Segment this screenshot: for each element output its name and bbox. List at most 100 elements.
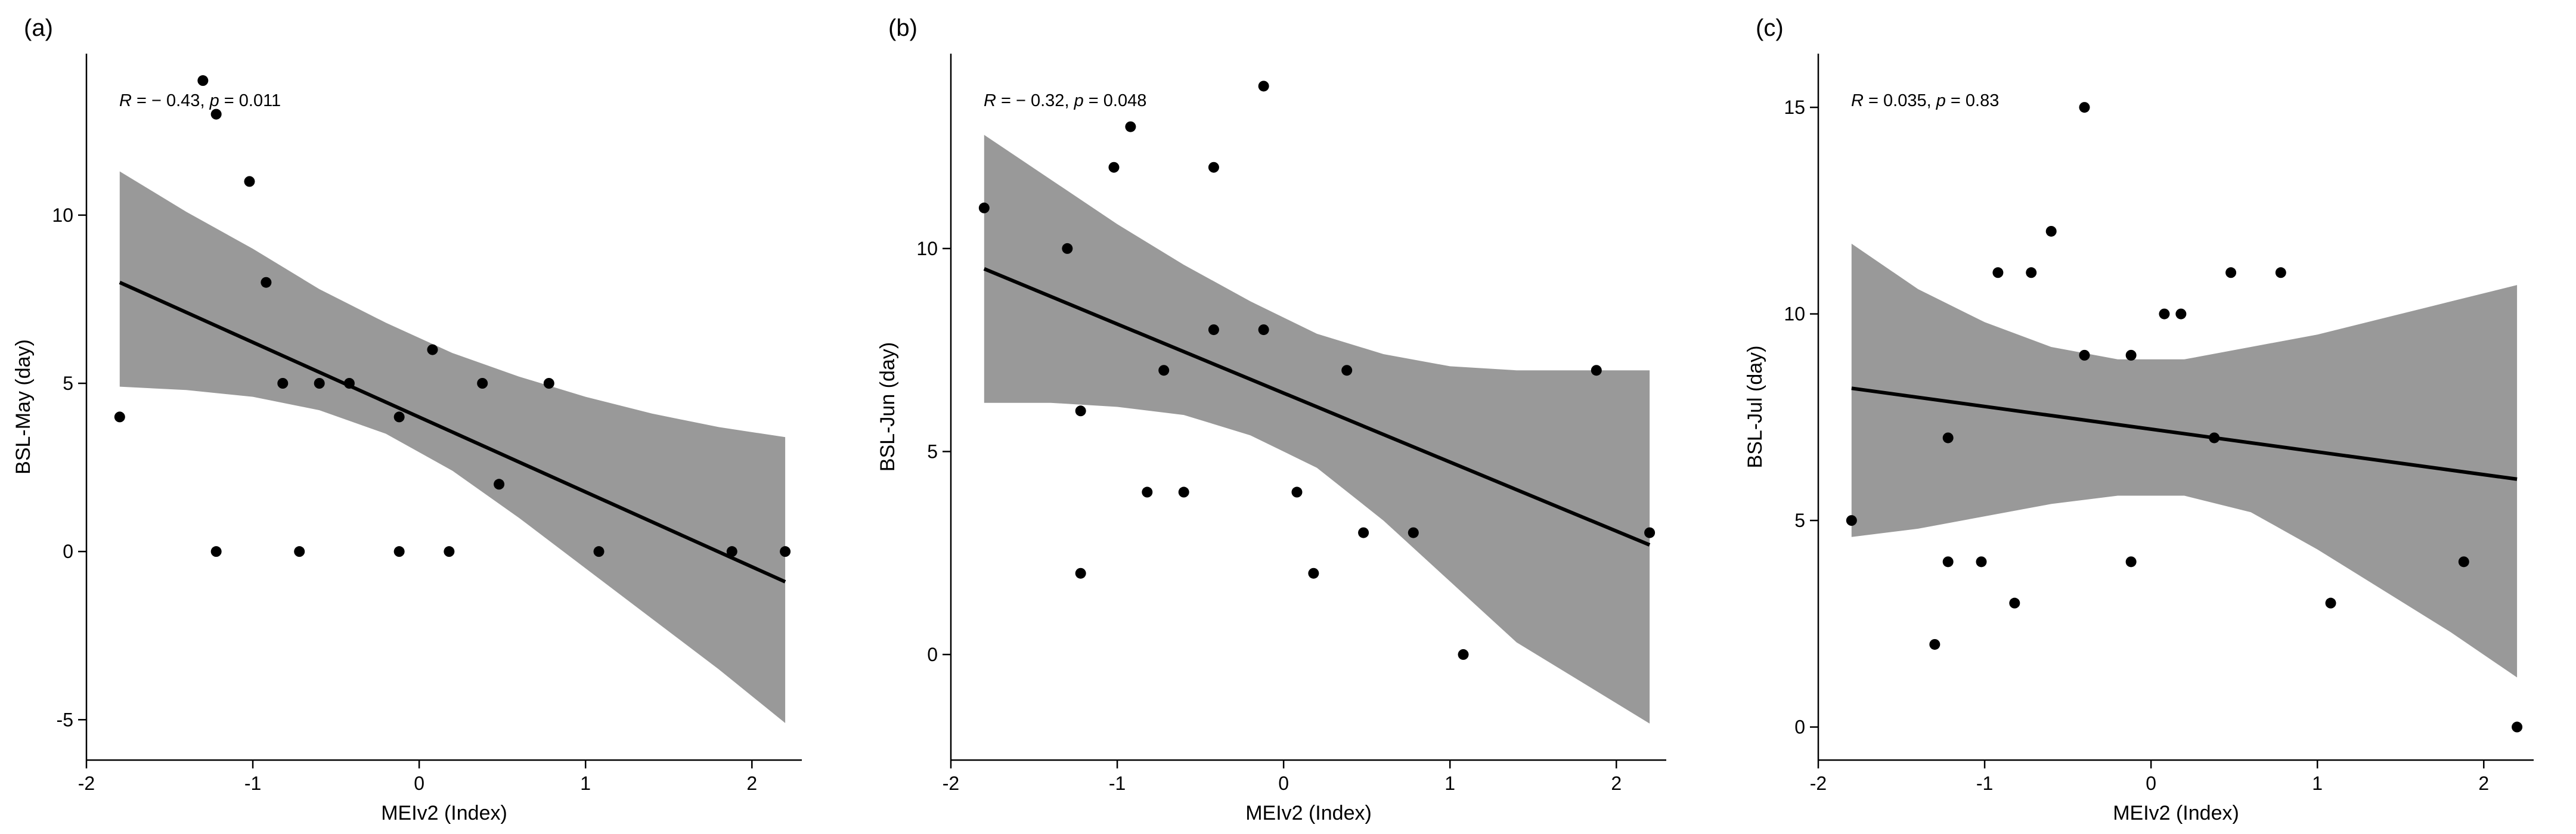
y-tick-label: 5 [1794, 510, 1805, 531]
panel-label: (c) [1756, 15, 1784, 41]
y-tick-label: 0 [927, 644, 938, 665]
data-point [114, 411, 125, 423]
data-point [1075, 405, 1086, 417]
data-point [1846, 515, 1857, 526]
x-tick-label: 2 [2478, 773, 2489, 794]
data-point [1308, 568, 1319, 579]
y-tick-label: 0 [63, 541, 73, 562]
data-point [1929, 638, 1940, 650]
y-tick-label: 15 [1784, 97, 1805, 118]
correlation-annotation: R = − 0.43, p = 0.011 [119, 91, 281, 110]
data-point [2512, 721, 2523, 733]
y-axis-title: BSL-May (day) [12, 339, 35, 475]
x-tick-label: 0 [1278, 773, 1289, 794]
correlation-annotation: R = 0.035, p = 0.83 [1851, 91, 1999, 110]
y-tick-label: 0 [1794, 717, 1805, 738]
data-point [2079, 349, 2090, 361]
x-axis-title: MEIv2 (Index) [1245, 802, 1372, 824]
data-point [1208, 324, 1219, 336]
y-tick-label: 10 [916, 238, 938, 259]
data-point [1458, 649, 1469, 660]
x-tick-label: 1 [1444, 773, 1455, 794]
data-point [1942, 432, 1954, 444]
data-point [2458, 556, 2469, 568]
data-point [593, 546, 605, 557]
confidence-band [1851, 243, 2518, 678]
data-point [2079, 102, 2090, 113]
y-tick-label: 5 [63, 373, 73, 394]
data-point [294, 546, 305, 557]
data-point [1644, 527, 1656, 538]
x-tick-label: -2 [943, 773, 959, 794]
data-point [393, 546, 405, 557]
panel-label: (a) [24, 15, 53, 41]
data-point [261, 277, 272, 288]
data-point [1178, 486, 1189, 498]
data-point [2325, 597, 2336, 609]
y-tick-label: 10 [52, 204, 73, 226]
data-point [2209, 432, 2220, 444]
x-tick-label: -1 [1976, 773, 1993, 794]
x-tick-label: 2 [746, 773, 757, 794]
data-point [244, 176, 255, 187]
x-tick-label: -2 [1810, 773, 1827, 794]
data-point [2125, 556, 2137, 568]
data-point [1942, 556, 1954, 568]
y-axis-title: BSL-Jun (day) [876, 342, 899, 472]
data-point [1208, 162, 1219, 173]
data-point [494, 479, 505, 490]
data-point [2125, 349, 2137, 361]
data-point [343, 378, 355, 389]
confidence-band [119, 171, 786, 723]
confidence-band [984, 135, 1650, 724]
data-point [1992, 267, 2004, 278]
data-point [2159, 308, 2170, 320]
data-point [1142, 486, 1153, 498]
x-axis-title: MEIv2 (Index) [2113, 802, 2239, 824]
data-point [2045, 225, 2057, 237]
data-point [1341, 365, 1353, 376]
data-point [978, 202, 990, 213]
x-tick-label: -1 [244, 773, 261, 794]
y-tick-label: -5 [57, 709, 73, 730]
panel-label: (b) [888, 15, 917, 41]
x-tick-label: 0 [414, 773, 424, 794]
x-tick-label: 1 [2312, 773, 2323, 794]
panel-2: -2 -1 0 1 2 0 5 10 MEIv2 (Index) BSL-Jun (day) (b)… [876, 15, 1666, 824]
x-tick-label: -1 [1109, 773, 1126, 794]
x-tick-label: -2 [78, 773, 95, 794]
data-point [2026, 267, 2037, 278]
regression-line [983, 267, 1651, 547]
data-point [1125, 121, 1136, 132]
correlation-annotation: R = − 0.32, p = 0.048 [984, 91, 1146, 110]
data-point [1158, 365, 1170, 376]
data-point [444, 546, 455, 557]
data-point [1358, 527, 1369, 538]
data-point [427, 344, 438, 355]
data-point [1408, 527, 1419, 538]
data-point [277, 378, 289, 389]
panel-1: -2 -1 0 1 2 -5 0 5 10 MEIv2 (Index) BSL-May (day) (… [12, 15, 802, 824]
data-point [2175, 308, 2187, 320]
data-point [1075, 568, 1086, 579]
data-point [2009, 597, 2020, 609]
x-tick-label: 0 [2146, 773, 2156, 794]
data-point [393, 411, 405, 423]
y-tick-label: 5 [927, 441, 938, 462]
data-point [1258, 80, 1269, 92]
data-point [1291, 486, 1303, 498]
data-point [543, 378, 554, 389]
data-point [1976, 556, 1987, 568]
x-tick-label: 2 [1611, 773, 1622, 794]
y-tick-label: 10 [1784, 303, 1805, 325]
data-point [2225, 267, 2237, 278]
data-point [726, 546, 737, 557]
data-point [210, 546, 222, 557]
y-axis-title: BSL-Jul (day) [1744, 346, 1766, 469]
regression-line [1851, 386, 2518, 481]
x-tick-label: 1 [580, 773, 591, 794]
data-point [1062, 243, 1073, 254]
data-point [197, 75, 209, 86]
